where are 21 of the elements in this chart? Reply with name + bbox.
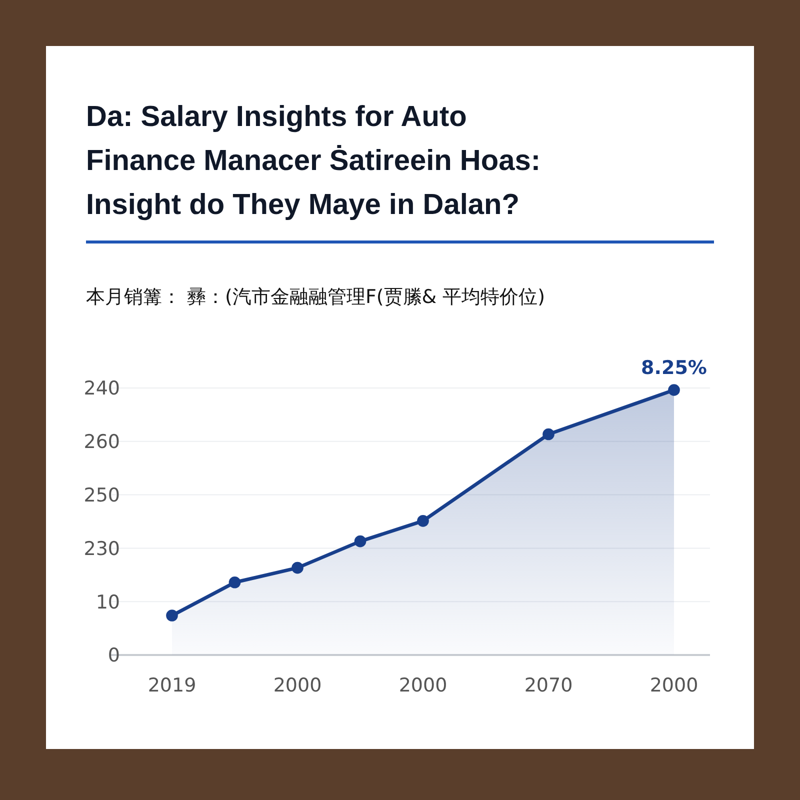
annotation: 230 [84, 538, 120, 560]
annotation: 250 [84, 484, 120, 506]
annotation: 0 [108, 644, 120, 667]
point [292, 562, 304, 574]
x-tick-label: 2000 [398, 674, 448, 697]
point [166, 610, 178, 622]
x-tick-label: 2070 [524, 674, 573, 697]
point [542, 428, 554, 440]
point [354, 535, 366, 548]
x-tick-label: 2019 [148, 674, 196, 697]
x-tick-label: 2000 [650, 674, 698, 697]
annotation: 260 [84, 431, 120, 454]
chart-title: Da: Salary Insights for Auto Finance Manacer Ṡatireein Hoas: Insight do They Maye in Dalan? [86, 101, 540, 221]
point [228, 576, 241, 588]
text: 8.25% [641, 357, 707, 379]
point [417, 515, 429, 527]
annotation: 240 [84, 378, 120, 400]
chart-subtitle: 本月销篝： 彞：(汽市金融融管理F(贾縢& 平均特价位) [86, 286, 546, 308]
x-tick-label: 2000 [273, 674, 322, 697]
point [668, 384, 680, 396]
annotation: 10 [96, 591, 120, 614]
